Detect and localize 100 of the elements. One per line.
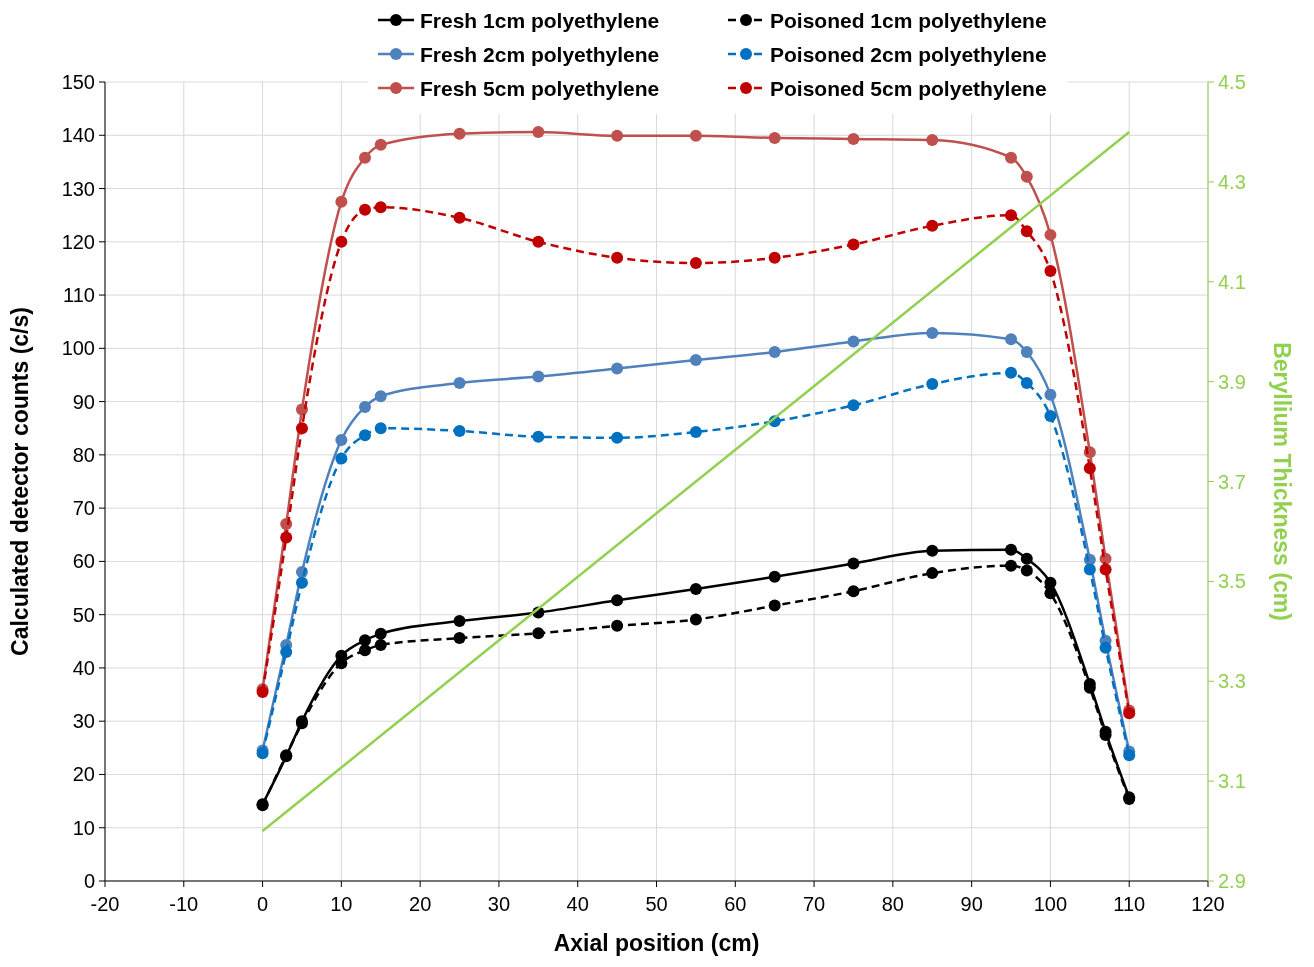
point: [1005, 209, 1018, 222]
point: [611, 129, 624, 142]
point: [453, 424, 466, 437]
point: [926, 219, 939, 232]
point: [689, 613, 702, 626]
point: [280, 645, 293, 658]
point: [611, 619, 624, 632]
point: [1044, 265, 1057, 278]
x-tick-label: 100: [1033, 893, 1068, 915]
legend-label: Fresh 2cm polyethylene: [420, 43, 660, 66]
x-tick-label: 20: [409, 893, 432, 915]
x-tick-label: 120: [1191, 893, 1225, 915]
y2-tick-label: 3.9: [1218, 370, 1246, 393]
point: [689, 583, 702, 596]
point: [1044, 228, 1057, 241]
y-tick-label: 90: [72, 390, 95, 413]
point: [1099, 563, 1112, 576]
y-tick-label: 150: [61, 71, 95, 93]
point: [532, 235, 545, 248]
point: [280, 531, 293, 544]
point: [768, 346, 781, 359]
y-tick-label: 140: [61, 124, 95, 147]
point: [453, 127, 466, 140]
x-tick-label: 40: [566, 893, 589, 915]
point: [926, 567, 939, 580]
y-tick-label: 50: [72, 603, 95, 626]
point: [847, 557, 860, 570]
point: [335, 433, 348, 446]
y2-tick-label: 3.7: [1218, 470, 1246, 493]
x-tick-label: 90: [960, 893, 983, 915]
point: [1020, 346, 1033, 359]
point: [768, 570, 781, 583]
y2-tick-label: 2.9: [1218, 870, 1246, 892]
point: [1020, 170, 1033, 183]
point: [1020, 376, 1033, 389]
point: [1044, 587, 1057, 600]
x-axis-title: Axial position (cm): [553, 930, 760, 956]
point: [374, 627, 387, 640]
point: [847, 399, 860, 412]
point: [295, 576, 308, 589]
y2-tick-label: 3.3: [1218, 670, 1246, 693]
point: [374, 138, 387, 151]
y2-tick-label: 4.5: [1218, 71, 1246, 93]
y-tick-label: 110: [63, 284, 95, 307]
point: [532, 126, 545, 139]
y-axis-title: Calculated detector counts (c/s): [7, 307, 33, 656]
point: [1005, 366, 1018, 379]
y2-tick-label: 3.1: [1218, 770, 1246, 793]
legend-label: Poisoned 2cm polyethylene: [770, 43, 1047, 66]
y-tick-label: 20: [72, 763, 95, 786]
point: [1005, 151, 1018, 164]
point: [335, 452, 348, 465]
y-tick-label: 10: [72, 816, 95, 839]
point: [374, 422, 387, 435]
x-tick-label: 0: [257, 893, 269, 915]
point: [689, 129, 702, 142]
point: [1020, 564, 1033, 577]
point: [689, 354, 702, 367]
point: [689, 425, 702, 438]
point: [374, 390, 387, 403]
point: [374, 639, 387, 652]
point: [1005, 543, 1018, 556]
y2-tick-label: 3.5: [1218, 570, 1246, 593]
y-tick-label: 60: [72, 550, 95, 573]
point: [358, 151, 371, 164]
legend-label: Fresh 5cm polyethylene: [420, 77, 660, 100]
point: [358, 644, 371, 657]
point: [358, 429, 371, 442]
point: [358, 634, 371, 647]
point: [1083, 563, 1096, 576]
x-tick-label: 80: [881, 893, 904, 915]
point: [1044, 576, 1057, 589]
point: [1044, 388, 1057, 401]
point: [926, 134, 939, 147]
point: [1005, 559, 1018, 572]
point: [611, 594, 624, 607]
point: [926, 544, 939, 557]
point: [847, 238, 860, 251]
point: [847, 133, 860, 145]
y-tick-label: 40: [72, 656, 95, 679]
point: [1099, 641, 1112, 654]
point: [1020, 225, 1033, 238]
point: [611, 431, 624, 444]
x-tick-label: 50: [645, 893, 668, 915]
point: [847, 585, 860, 598]
point: [358, 203, 371, 216]
y-tick-label: 30: [72, 710, 95, 733]
y-tick-label: 100: [61, 337, 95, 360]
point: [926, 326, 939, 339]
point: [358, 400, 371, 413]
point: [1123, 749, 1136, 762]
y-tick-label: 130: [61, 177, 95, 200]
point: [532, 430, 545, 443]
point: [453, 632, 466, 645]
point: [1083, 462, 1096, 475]
legend-label: Fresh 1cm polyethylene: [420, 9, 660, 32]
point: [532, 627, 545, 640]
point: [453, 211, 466, 224]
point: [335, 195, 348, 208]
point: [1020, 552, 1033, 565]
